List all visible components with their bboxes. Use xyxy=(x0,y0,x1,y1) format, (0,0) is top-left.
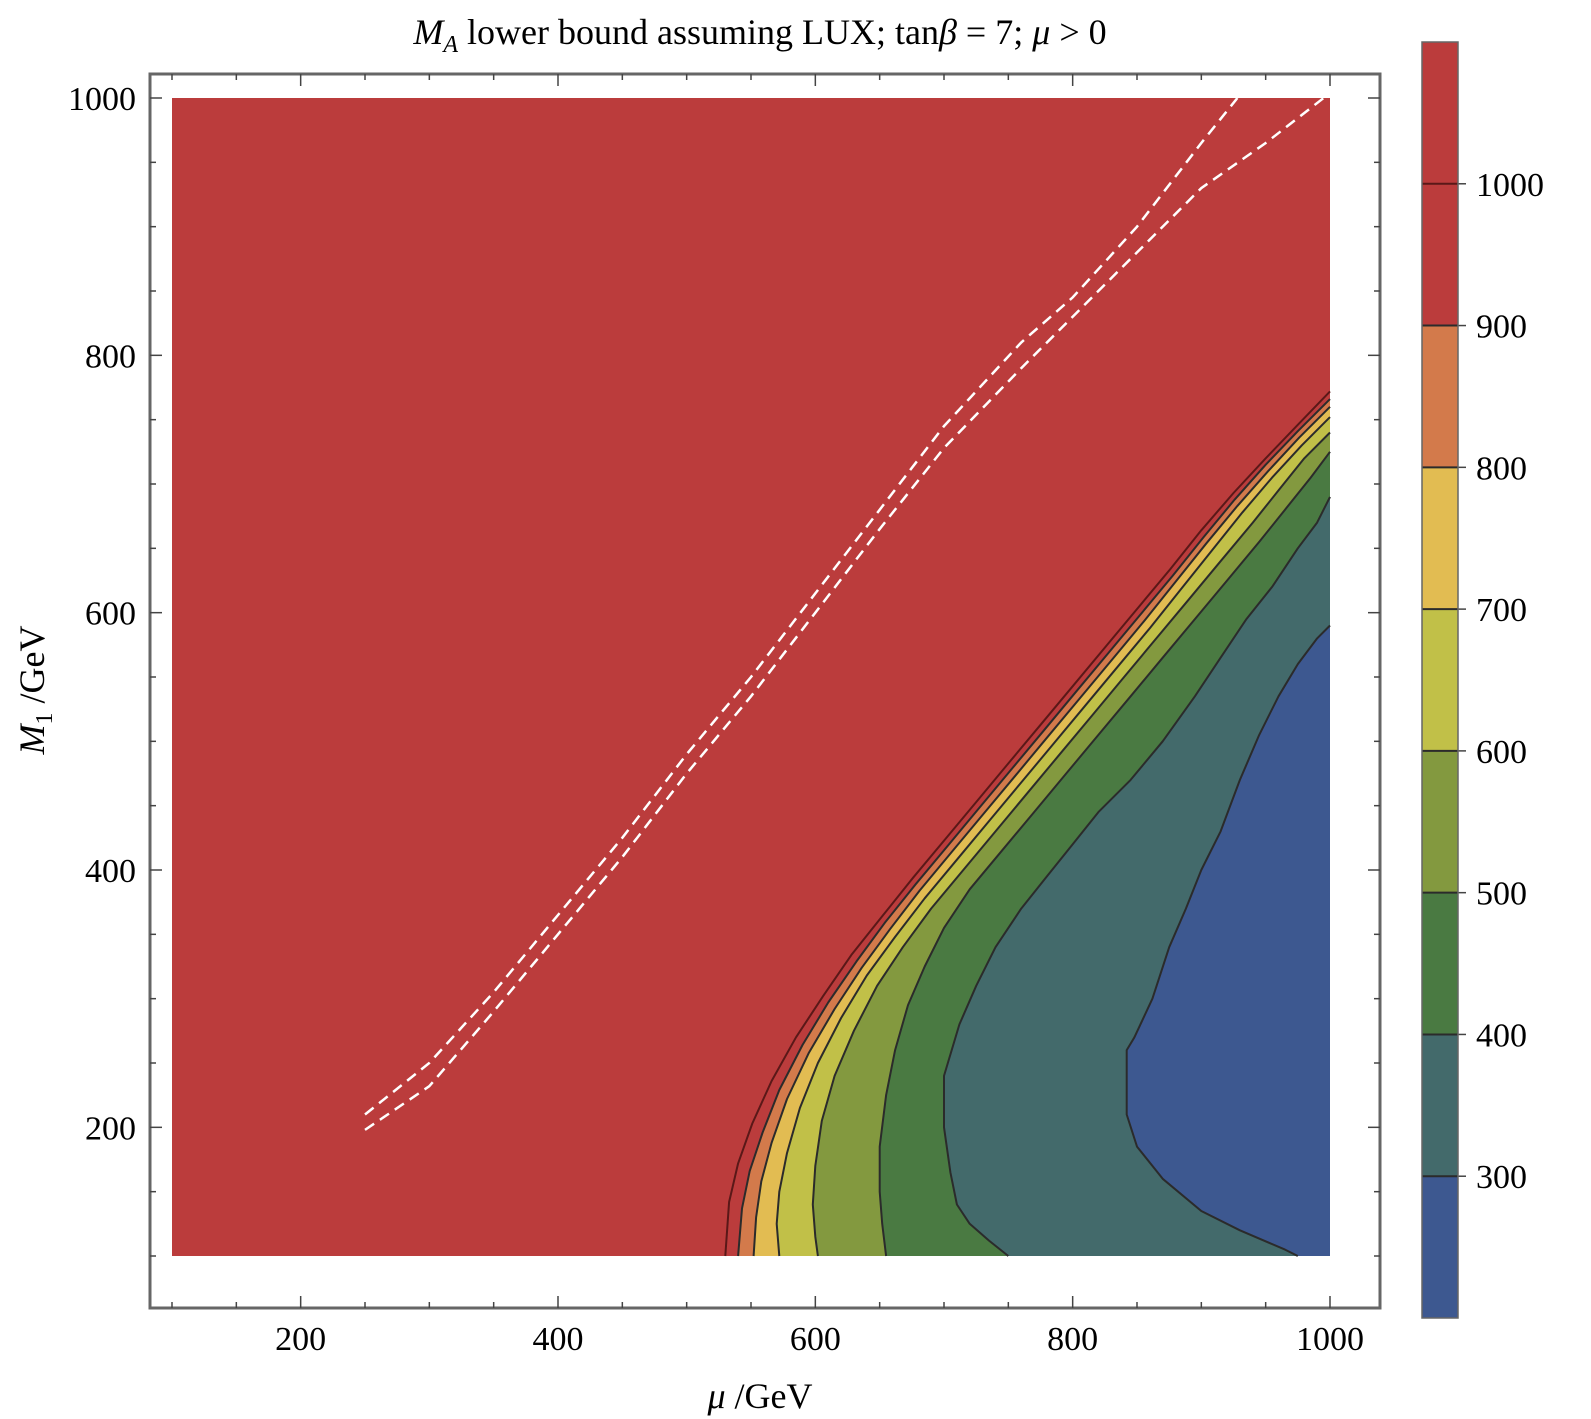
contour-line-900 xyxy=(737,398,1331,1257)
x-tick-label-200: 200 xyxy=(275,1321,326,1358)
y-axis-label-sub: 1 xyxy=(32,712,58,724)
dashed-boundary-1 xyxy=(364,97,1239,1116)
contour-line-700 xyxy=(775,416,1331,1257)
colorbar-label-900: 900 xyxy=(1476,309,1527,346)
colorbar-frame xyxy=(1421,41,1459,1319)
x-axis-label-unit: /GeV xyxy=(726,1376,813,1416)
y-axis-label-unit: /GeV xyxy=(12,626,52,713)
y-tick-label-400: 400 xyxy=(85,853,136,890)
colorbar-band-300-400 xyxy=(1422,1034,1458,1177)
contour-line-300 xyxy=(1125,624,1331,1257)
colorbar-label-300: 300 xyxy=(1476,1159,1527,1196)
y-tick-label-600: 600 xyxy=(85,596,136,633)
colorbar-band-700-800 xyxy=(1422,467,1458,610)
title-text-c: > 0 xyxy=(1050,12,1106,52)
colorbar-band-500-600 xyxy=(1422,750,1458,893)
title-beta: β xyxy=(938,12,957,52)
chart-title: MA lower bound assuming LUX; tanβ = 7; μ… xyxy=(412,12,1106,58)
colorbar-band-1000-1100 xyxy=(1422,42,1458,184)
colorbar-label-600: 600 xyxy=(1476,734,1527,771)
x-tick-label-400: 400 xyxy=(533,1321,584,1358)
title-text-a: lower bound assuming LUX; tan xyxy=(458,12,939,52)
colorbar-label-700: 700 xyxy=(1476,592,1527,629)
colorbar-band-200-300 xyxy=(1422,1176,1458,1318)
colorbar-band-800-900 xyxy=(1422,325,1458,468)
colorbar-band-900-1000 xyxy=(1422,183,1458,326)
contour-line-600 xyxy=(811,431,1331,1257)
colorbar-band-600-700 xyxy=(1422,609,1458,751)
region-below-300 xyxy=(1126,625,1330,1256)
colorbar: 300 400 500 600 700 800 900 1000 xyxy=(1421,41,1544,1319)
colorbar-label-800: 800 xyxy=(1476,450,1527,487)
colorbar-band-400-500 xyxy=(1422,892,1458,1035)
title-text-b: = 7; xyxy=(957,12,1032,52)
x-tick-label-800: 800 xyxy=(1047,1321,1098,1358)
dashed-boundary-2 xyxy=(364,97,1325,1131)
y-tick-label-1000: 1000 xyxy=(68,81,136,118)
contour-line-800 xyxy=(752,406,1331,1257)
contour-line-1000 xyxy=(724,390,1331,1257)
title-symbol-sub: A xyxy=(441,32,458,58)
colorbar-label-500: 500 xyxy=(1476,876,1527,913)
x-axis-label: μ /GeV xyxy=(706,1376,812,1416)
x-axis-label-symbol: μ xyxy=(706,1376,725,1416)
y-tick-label-800: 800 xyxy=(85,338,136,375)
y-axis-label: M1 /GeV xyxy=(12,626,58,756)
x-tick-label-1000: 1000 xyxy=(1296,1321,1364,1358)
contour-line-400 xyxy=(943,496,1331,1257)
colorbar-label-1000: 1000 xyxy=(1476,167,1544,204)
colorbar-label-400: 400 xyxy=(1476,1017,1527,1054)
y-tick-label-200: 200 xyxy=(85,1110,136,1147)
y-axis: 200 400 600 800 1000 xyxy=(68,81,1380,1257)
y-axis-label-symbol: M xyxy=(12,722,52,755)
title-mu: μ xyxy=(1031,12,1050,52)
title-symbol: M xyxy=(412,12,445,52)
x-axis: 200 400 600 800 1000 xyxy=(171,74,1364,1358)
x-tick-label-600: 600 xyxy=(790,1321,841,1358)
contour-line-500 xyxy=(878,451,1331,1257)
plot-region xyxy=(172,97,1331,1257)
